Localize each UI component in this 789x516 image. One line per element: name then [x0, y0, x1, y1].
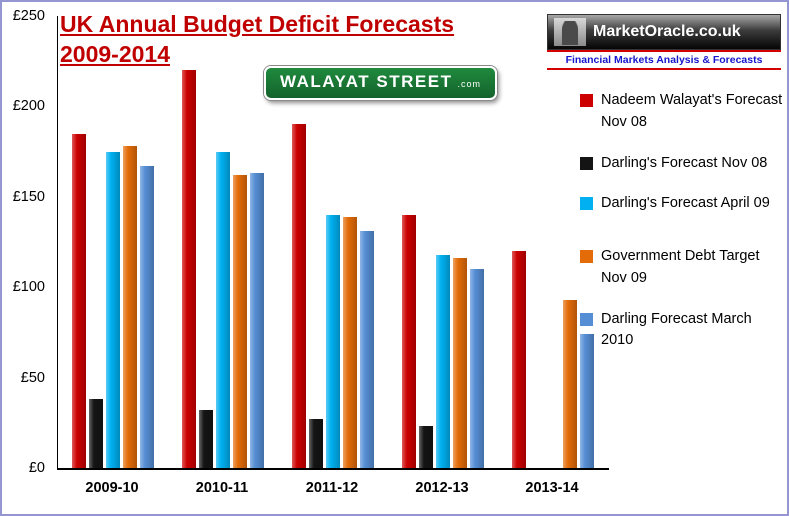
bar-2013-14-series0	[512, 251, 526, 468]
marketoracle-tagline: Financial Markets Analysis & Forecasts	[547, 50, 781, 70]
x-axis-label-2010-11: 2010-11	[195, 480, 249, 496]
legend-marker-icon	[580, 94, 593, 107]
legend-marker-icon	[580, 156, 593, 170]
legend-marker-icon	[580, 250, 593, 263]
bar-2009-10-series1	[89, 399, 103, 468]
legend: Nadeem Walayat's Forecast Nov 08 Darling'…	[580, 90, 786, 371]
legend-label: Darling Forecast March 2010	[601, 310, 752, 349]
bar-2010-11-series3	[233, 175, 247, 468]
y-axis-label-150: £150	[12, 188, 45, 205]
marketoracle-logo: MarketOracle.co.uk Financial Markets Ana…	[547, 14, 781, 70]
marketoracle-logo-name: MarketOracle.co.uk	[593, 23, 741, 40]
y-axis-label-0: £0	[28, 460, 45, 476]
bar-2012-13-series2	[436, 254, 450, 468]
chart-title-line2: 2009-2014	[60, 40, 170, 67]
bar-2011-12-series4	[360, 231, 374, 468]
legend-item-2: Darling's Forecast April 09	[580, 193, 786, 215]
bar-2012-13-series0	[402, 214, 416, 468]
bar-2010-11-series0	[182, 70, 196, 468]
marketoracle-logo-top: MarketOracle.co.uk	[547, 14, 781, 50]
bar-2012-13-series4	[470, 269, 484, 468]
bar-2011-12-series3	[343, 216, 357, 468]
legend-label: Government Debt Target Nov 09	[601, 248, 760, 286]
x-axis-labels: 2009-10 2010-11 2011-12 2012-13 2013-14	[57, 480, 607, 504]
x-axis-label-2013-14: 2013-14	[525, 480, 579, 496]
bar-2010-11-series4	[250, 173, 264, 468]
legend-item-4: Darling Forecast March 2010	[580, 309, 786, 353]
legend-marker-icon	[580, 312, 593, 326]
legend-label: Nadeem Walayat's Forecast Nov 08	[601, 92, 783, 130]
x-axis-label-2011-12: 2011-12	[305, 480, 359, 496]
bar-2011-12-series2	[326, 214, 340, 468]
x-axis-label-2012-13: 2012-13	[415, 480, 469, 496]
y-axis-label-50: £50	[20, 369, 45, 386]
chart-title: UK Annual Budget Deficit Forecasts 2009-…	[60, 10, 454, 70]
y-axis-labels: £0 £50 £100 £150 £200 £250	[2, 8, 52, 476]
bar-2013-14-series3	[563, 299, 577, 468]
legend-label: Darling's Forecast April 09	[601, 195, 770, 212]
legend-item-3: Government Debt Target Nov 09	[580, 246, 786, 290]
bar-2010-11-series1	[199, 410, 213, 468]
bar-2010-11-series2	[216, 151, 230, 468]
legend-marker-icon	[580, 197, 593, 211]
walayat-street-logo: WALAYAT STREET .com	[264, 66, 497, 100]
plot-area	[57, 16, 608, 468]
statue-icon	[554, 18, 586, 46]
walayat-street-logo-text: WALAYAT STREET	[280, 72, 453, 91]
bar-2011-12-series0	[292, 124, 306, 468]
bar-2009-10-series4	[140, 166, 154, 468]
bar-2009-10-series0	[72, 133, 86, 468]
bar-2009-10-series3	[123, 146, 137, 468]
walayat-street-logo-suffix: .com	[457, 79, 481, 89]
bar-2013-14-series4	[580, 334, 594, 468]
legend-item-1: Darling's Forecast Nov 08	[580, 153, 786, 175]
legend-item-0: Nadeem Walayat's Forecast Nov 08	[580, 90, 786, 134]
bar-2009-10-series2	[106, 151, 120, 468]
bar-2012-13-series3	[453, 258, 467, 468]
y-axis-label-250: £250	[12, 8, 45, 24]
bar-2011-12-series1	[309, 419, 323, 468]
y-axis-label-100: £100	[12, 279, 45, 296]
legend-label: Darling's Forecast Nov 08	[601, 154, 768, 171]
y-axis-label-200: £200	[12, 98, 45, 115]
chart-title-line1: UK Annual Budget Deficit Forecasts	[60, 11, 455, 37]
x-axis	[57, 468, 609, 470]
x-axis-label-2009-10: 2009-10	[85, 480, 139, 496]
bar-2012-13-series1	[419, 426, 433, 468]
